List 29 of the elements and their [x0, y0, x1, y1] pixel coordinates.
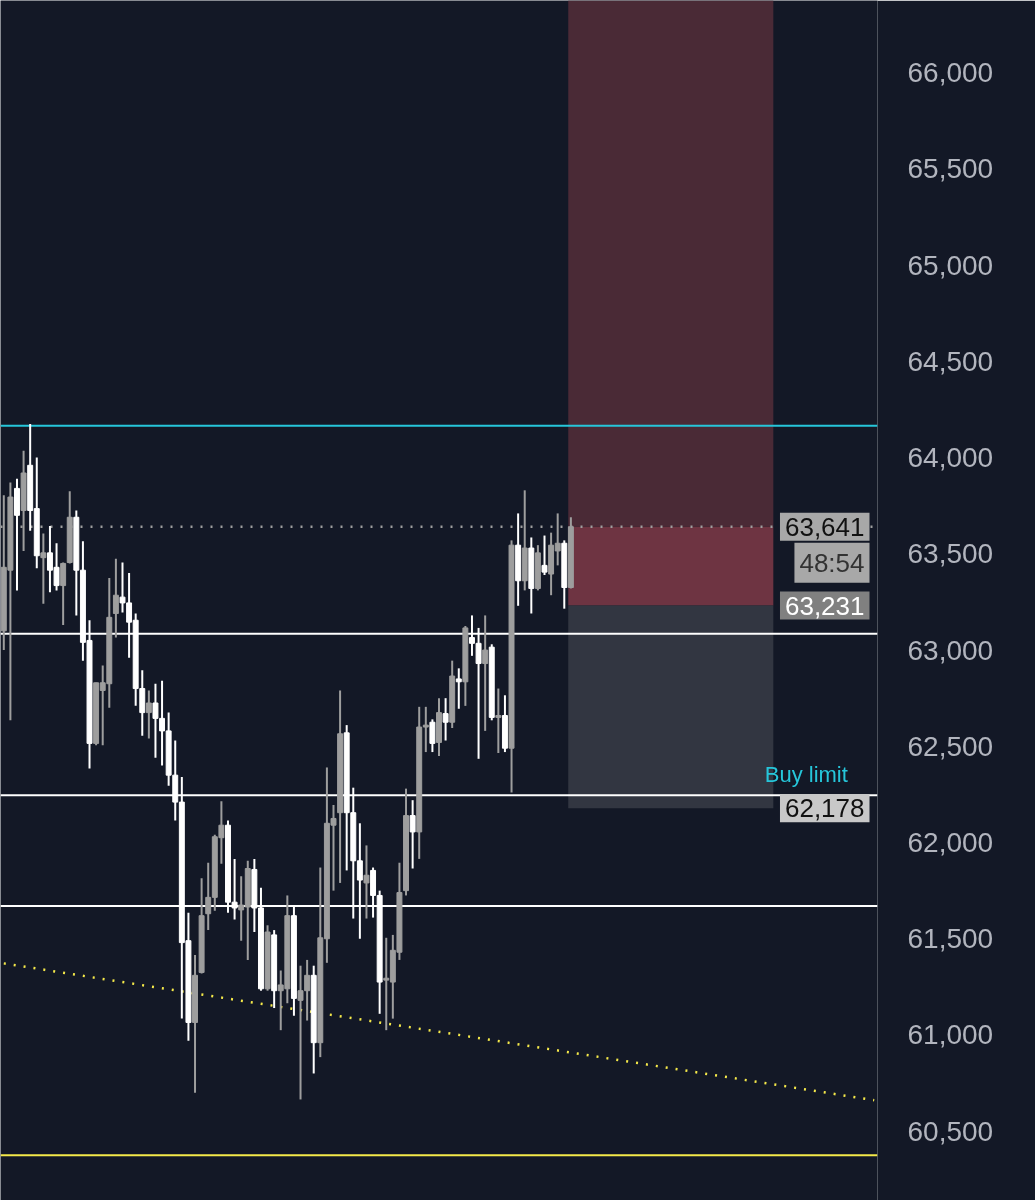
- annotation: 48:54: [799, 547, 865, 578]
- ref-line-label: Buy limit: [764, 762, 848, 788]
- y-tick-label: 62,500: [907, 730, 994, 762]
- candlestick: [482, 614, 489, 732]
- candlestick: [363, 844, 370, 920]
- y-tick-label: 63,000: [907, 634, 994, 666]
- candlestick: [541, 534, 548, 576]
- y-tick-label: 62,000: [907, 827, 994, 859]
- y-tick-label: 66,000: [907, 57, 994, 89]
- candlestick: [40, 532, 47, 605]
- y-tick-label: 64,000: [907, 442, 994, 474]
- y-tick-label: 64,500: [907, 345, 994, 377]
- y-tick-label: 61,500: [907, 923, 994, 955]
- candlestick: [455, 667, 462, 710]
- band-label: 62,178: [784, 793, 865, 824]
- candlestick: [429, 718, 436, 754]
- candlestick: [112, 557, 119, 639]
- y-tick-label: 65,000: [907, 249, 994, 281]
- candlestick: [495, 687, 502, 755]
- candlestick: [442, 697, 449, 742]
- y-tick-label: 60,500: [907, 1115, 994, 1147]
- y-tick-label: 65,500: [907, 153, 994, 185]
- candlestick: [409, 799, 416, 870]
- y-tick-label: 63,500: [907, 538, 994, 570]
- annotation: 63,641: [784, 511, 865, 542]
- candlestick: [60, 561, 67, 627]
- y-tick-label: 61,000: [907, 1019, 994, 1051]
- band-label: 63,231: [784, 590, 865, 621]
- candlestick: [145, 689, 152, 740]
